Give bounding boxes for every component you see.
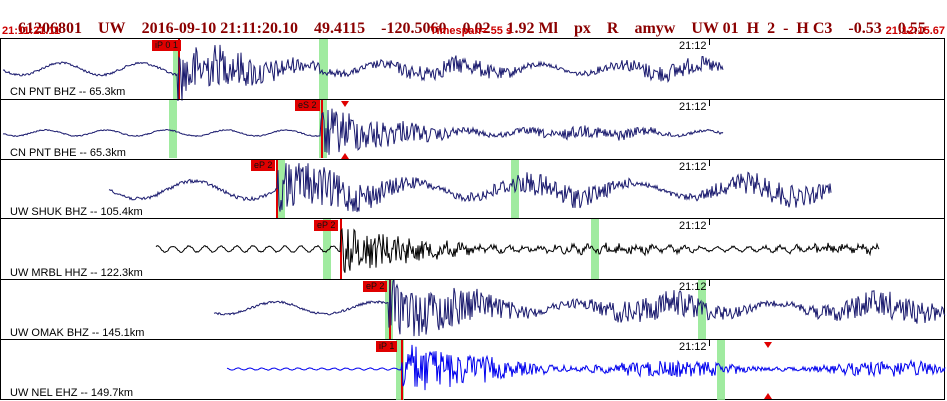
trace-label: UW OMAK BHZ -- 145.1km <box>10 327 145 339</box>
trace-panel-mrbl-hhz[interactable]: eP 2 21:12 UW MRBL HHZ -- 122.3km <box>0 218 945 280</box>
triangle-marker-down <box>764 342 772 348</box>
waveform-5 <box>226 344 946 391</box>
pick-flag[interactable]: iP 1 <box>376 341 398 352</box>
time-tick <box>709 280 710 286</box>
waveform-4 <box>213 280 946 337</box>
trace-panel-pnt-bhz[interactable]: iP 0 1 21:12 CN PNT BHZ -- 65.3km <box>0 38 945 101</box>
time-tick-label: 21:12 <box>679 161 707 173</box>
pick-line <box>389 280 391 339</box>
timespan: Timespan= 55 s <box>430 25 513 37</box>
time-tick-label: 21:12 <box>679 341 707 353</box>
pick-line <box>340 219 342 279</box>
phase-marker <box>591 219 599 279</box>
triangle-marker-down <box>341 101 349 107</box>
phase-marker <box>319 39 328 99</box>
event-header: 61206801 UW 2016-09-10 21:11:20.10 49.4115-… <box>0 0 947 38</box>
event-network: UW <box>98 20 126 37</box>
trace-panel-omak-bhz[interactable]: eP 2 21:12 UW OMAK BHZ -- 145.1km <box>0 279 946 340</box>
time-tick-label: 21:12 <box>679 281 707 293</box>
time-tick <box>709 340 710 346</box>
time-tick <box>709 160 710 166</box>
phase-marker <box>173 41 179 99</box>
time-tick-label: 21:12 <box>679 220 707 232</box>
trace-panel-pnt-bhe[interactable]: eS 2 21:12 CN PNT BHE -- 65.3km <box>0 99 945 160</box>
time-tick <box>709 100 710 106</box>
event-residual: -0.53 <box>848 20 882 37</box>
event-value: 0.55 <box>897 20 926 37</box>
pick-line <box>321 100 323 158</box>
phase-marker <box>277 160 285 218</box>
time-tick <box>709 219 710 225</box>
trace-panel-shuk-bhz[interactable]: eP 2 21:12 UW SHUK BHZ -- 105.4km <box>0 159 945 219</box>
waveform-2 <box>108 163 832 213</box>
event-quality: UW 01 H 2 - H C3 <box>691 20 833 37</box>
waveform-3 <box>155 227 880 273</box>
end-time: 21:12:15.67 <box>885 25 945 37</box>
trace-label: CN PNT BHE -- 65.3km <box>10 147 126 159</box>
start-time: 21:11:21.11 <box>2 25 61 37</box>
event-type: px <box>574 20 591 37</box>
event-lat: 49.4115 <box>314 20 366 37</box>
trace-panel-nel-ehz[interactable]: iP 1 21:12 UW NEL EHZ -- 149.7km <box>0 339 946 400</box>
time-tick-label: 21:12 <box>679 101 707 113</box>
waveform-1 <box>2 108 724 155</box>
event-summary-line: 61206801 UW 2016-09-10 21:11:20.10 49.4115-… <box>2 2 926 56</box>
pick-flag[interactable]: iP 0 1 <box>152 40 181 51</box>
event-id: 61206801 <box>18 20 82 37</box>
time-tick-label: 21:12 <box>679 40 707 52</box>
event-magnitude: 1.92 Ml <box>506 20 558 37</box>
event-depth: 0.02 <box>462 20 491 37</box>
triangle-marker-up <box>764 393 772 399</box>
pick-flag[interactable]: eP 2 <box>363 281 388 292</box>
triangle-marker-up <box>341 153 349 159</box>
trace-label: CN PNT BHZ -- 65.3km <box>10 86 126 98</box>
phase-marker <box>169 100 177 158</box>
phase-marker <box>319 100 327 158</box>
trace-label: UW MRBL HHZ -- 122.3km <box>10 267 143 279</box>
pick-flag[interactable]: eP 2 <box>314 220 339 231</box>
trace-label: UW NEL EHZ -- 149.7km <box>10 387 134 399</box>
event-lon: -120.5060 <box>381 20 447 37</box>
trace-label: UW SHUK BHZ -- 105.4km <box>10 206 143 218</box>
time-tick <box>709 39 710 45</box>
seismogram-panels: iP 0 1 21:12 CN PNT BHZ -- 65.3km eS 2 2… <box>0 38 947 400</box>
event-review: R <box>606 20 619 37</box>
pick-flag[interactable]: eS 2 <box>295 100 320 111</box>
event-datetime: 2016-09-10 21:11:20.10 <box>141 20 298 37</box>
event-author: amyw <box>634 20 676 37</box>
waveform-0 <box>2 44 724 101</box>
phase-marker <box>323 219 331 279</box>
pick-flag[interactable]: eP 2 <box>251 160 276 171</box>
